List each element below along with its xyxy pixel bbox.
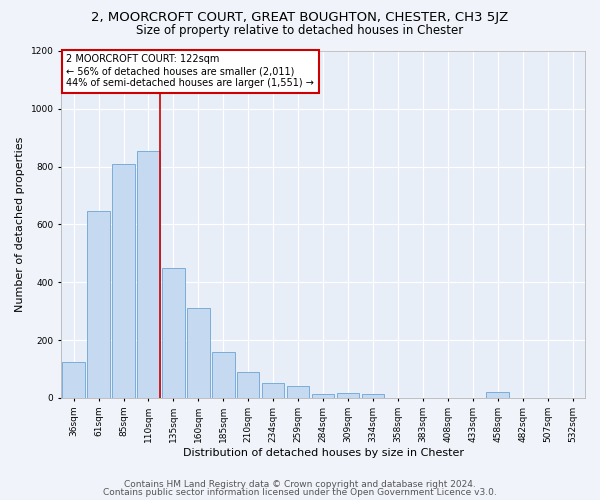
X-axis label: Distribution of detached houses by size in Chester: Distribution of detached houses by size … [182, 448, 464, 458]
Text: Contains HM Land Registry data © Crown copyright and database right 2024.: Contains HM Land Registry data © Crown c… [124, 480, 476, 489]
Text: Size of property relative to detached houses in Chester: Size of property relative to detached ho… [136, 24, 464, 37]
Bar [487, 392, 509, 398]
Bar [287, 386, 310, 398]
Text: 2 MOORCROFT COURT: 122sqm
← 56% of detached houses are smaller (2,011)
44% of se: 2 MOORCROFT COURT: 122sqm ← 56% of detac… [67, 54, 314, 88]
Text: Contains public sector information licensed under the Open Government Licence v3: Contains public sector information licen… [103, 488, 497, 497]
Bar [212, 352, 235, 398]
Bar [137, 150, 160, 398]
Bar [112, 164, 135, 398]
Bar [187, 308, 209, 398]
Y-axis label: Number of detached properties: Number of detached properties [15, 137, 25, 312]
Bar [162, 268, 185, 398]
Bar [88, 212, 110, 398]
Bar [62, 362, 85, 398]
Bar [312, 394, 334, 398]
Bar [337, 392, 359, 398]
Bar [262, 384, 284, 398]
Bar [362, 394, 384, 398]
Bar [237, 372, 259, 398]
Text: 2, MOORCROFT COURT, GREAT BOUGHTON, CHESTER, CH3 5JZ: 2, MOORCROFT COURT, GREAT BOUGHTON, CHES… [91, 11, 509, 24]
